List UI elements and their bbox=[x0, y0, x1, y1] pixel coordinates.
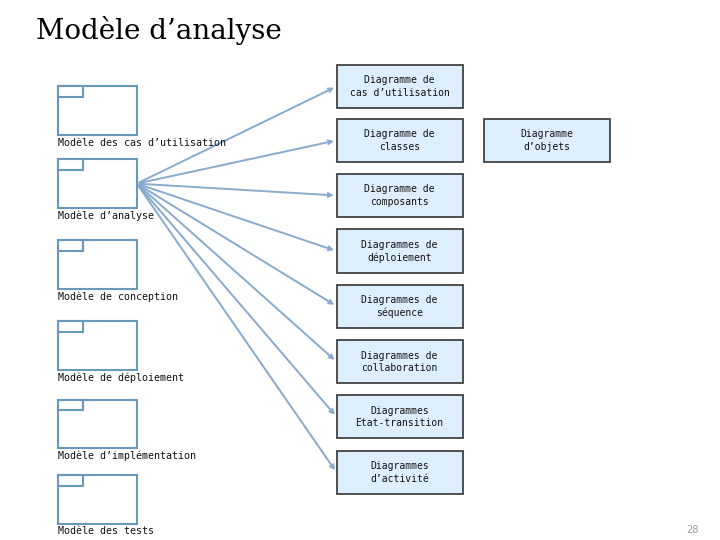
Bar bbox=[58, 475, 137, 524]
Bar bbox=[58, 400, 137, 448]
Text: Diagrammes de
déploiement: Diagrammes de déploiement bbox=[361, 240, 438, 262]
Bar bbox=[58, 321, 137, 370]
Bar bbox=[58, 321, 83, 332]
Text: Modèle de conception: Modèle de conception bbox=[58, 292, 178, 302]
Bar bbox=[337, 340, 463, 383]
Bar bbox=[58, 86, 83, 97]
Bar bbox=[58, 475, 83, 486]
Bar bbox=[337, 119, 463, 162]
Text: Diagrammes de
séquence: Diagrammes de séquence bbox=[361, 295, 438, 318]
Text: 28: 28 bbox=[686, 524, 698, 535]
Bar bbox=[484, 119, 610, 162]
Text: Modèle des tests: Modèle des tests bbox=[58, 526, 153, 537]
Text: Diagrammes
d’activité: Diagrammes d’activité bbox=[370, 461, 429, 484]
Bar bbox=[58, 400, 83, 410]
Text: Diagramme de
cas d’utilisation: Diagramme de cas d’utilisation bbox=[350, 75, 449, 98]
Text: Diagramme de
composants: Diagramme de composants bbox=[364, 184, 435, 207]
Bar bbox=[337, 230, 463, 273]
Text: Modèle des cas d’utilisation: Modèle des cas d’utilisation bbox=[58, 138, 225, 148]
Bar bbox=[337, 395, 463, 438]
Text: Diagramme
d’objets: Diagramme d’objets bbox=[521, 129, 574, 152]
Text: Diagramme de
classes: Diagramme de classes bbox=[364, 129, 435, 152]
Bar bbox=[58, 240, 83, 251]
Text: Modèle d’analyse: Modèle d’analyse bbox=[36, 16, 282, 45]
Bar bbox=[337, 451, 463, 494]
Bar bbox=[58, 159, 137, 208]
Text: Modèle d’implémentation: Modèle d’implémentation bbox=[58, 451, 196, 461]
Bar bbox=[58, 240, 137, 289]
Bar bbox=[337, 285, 463, 328]
Text: Diagrammes de
collaboration: Diagrammes de collaboration bbox=[361, 350, 438, 373]
Bar bbox=[337, 174, 463, 217]
Text: Diagrammes
Etat-transition: Diagrammes Etat-transition bbox=[356, 406, 444, 428]
Bar bbox=[58, 159, 83, 170]
Text: Modèle d’analyse: Modèle d’analyse bbox=[58, 211, 153, 221]
Bar bbox=[58, 86, 137, 135]
Text: Modèle de déploiement: Modèle de déploiement bbox=[58, 373, 184, 383]
Bar bbox=[337, 65, 463, 108]
